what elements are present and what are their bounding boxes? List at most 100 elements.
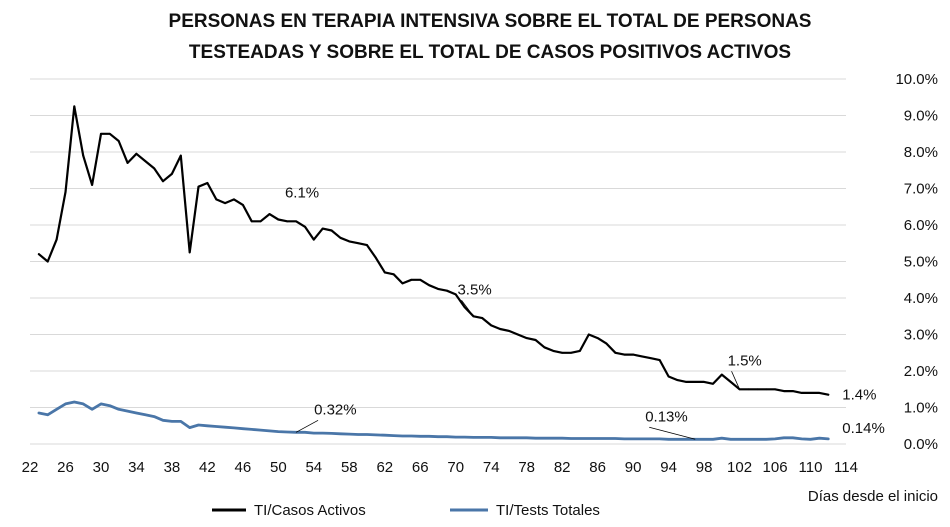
point-casos-activos xyxy=(82,154,85,157)
point-tests-totales xyxy=(614,437,617,440)
x-tick-label: 62 xyxy=(376,459,393,476)
point-casos-activos xyxy=(215,198,218,201)
point-casos-activos xyxy=(454,293,457,296)
x-tick-label: 78 xyxy=(518,459,535,476)
point-tests-totales xyxy=(312,432,315,434)
point-casos-activos xyxy=(774,388,776,391)
point-casos-activos xyxy=(827,393,830,396)
point-casos-activos xyxy=(437,287,439,290)
point-casos-activos xyxy=(579,350,581,352)
data-label: 0.14% xyxy=(842,420,885,437)
point-tests-totales xyxy=(304,431,306,434)
data-label: 1.4% xyxy=(842,387,876,404)
point-casos-activos xyxy=(428,284,431,287)
chart-title-line1: PERSONAS EN TERAPIA INTENSIVA SOBRE EL T… xyxy=(169,11,812,32)
point-casos-activos xyxy=(508,329,510,332)
annotation-leader xyxy=(295,419,319,433)
gridlines xyxy=(30,78,846,445)
point-tests-totales xyxy=(383,434,386,437)
point-casos-activos xyxy=(339,236,342,239)
point-casos-activos xyxy=(561,351,564,354)
point-casos-activos xyxy=(37,253,40,256)
point-tests-totales xyxy=(490,436,493,439)
y-tick-label: 3.0% xyxy=(904,327,938,344)
point-casos-activos xyxy=(135,152,138,155)
point-tests-totales xyxy=(587,437,590,440)
point-casos-activos xyxy=(162,180,164,183)
point-tests-totales xyxy=(561,437,564,440)
point-tests-totales xyxy=(55,408,58,411)
point-tests-totales xyxy=(108,404,111,407)
point-tests-totales xyxy=(712,438,714,441)
point-tests-totales xyxy=(729,438,732,441)
point-casos-activos xyxy=(676,379,679,382)
point-casos-activos xyxy=(295,220,297,223)
point-casos-activos xyxy=(366,244,368,246)
y-tick-label: 10.0% xyxy=(895,71,938,88)
x-tick-label: 102 xyxy=(727,459,752,476)
point-casos-activos xyxy=(623,353,626,356)
point-casos-activos xyxy=(108,132,111,135)
point-tests-totales xyxy=(375,433,377,436)
point-casos-activos xyxy=(55,238,58,241)
point-tests-totales xyxy=(791,436,794,439)
point-casos-activos xyxy=(304,225,306,228)
x-tick-label: 98 xyxy=(696,459,713,476)
point-tests-totales xyxy=(215,425,218,428)
point-tests-totales xyxy=(144,413,147,416)
x-tick-label: 50 xyxy=(270,459,287,476)
point-tests-totales xyxy=(357,433,360,436)
point-tests-totales xyxy=(428,435,431,438)
point-casos-activos xyxy=(321,227,324,230)
x-tick-label: 46 xyxy=(235,459,252,476)
x-tick-label: 66 xyxy=(412,459,429,476)
point-tests-totales xyxy=(321,432,324,434)
point-casos-activos xyxy=(570,351,572,354)
point-casos-activos xyxy=(73,105,76,108)
point-casos-activos xyxy=(286,220,289,223)
y-tick-label: 5.0% xyxy=(904,254,938,271)
point-casos-activos xyxy=(552,350,555,352)
point-tests-totales xyxy=(720,437,723,440)
point-casos-activos xyxy=(392,273,395,276)
point-tests-totales xyxy=(366,433,368,436)
x-tick-label: 86 xyxy=(589,459,606,476)
annotation-leader xyxy=(461,300,474,317)
point-tests-totales xyxy=(570,437,572,440)
point-tests-totales xyxy=(649,437,652,440)
point-casos-activos xyxy=(375,256,377,259)
point-casos-activos xyxy=(632,353,635,356)
x-tick-label: 34 xyxy=(128,459,145,476)
point-tests-totales xyxy=(197,424,200,426)
point-casos-activos xyxy=(800,392,803,394)
point-tests-totales xyxy=(135,412,138,414)
point-casos-activos xyxy=(277,218,280,221)
point-tests-totales xyxy=(37,412,40,414)
point-tests-totales xyxy=(348,433,351,436)
point-tests-totales xyxy=(277,430,280,433)
chart-title-line2: TESTEADAS Y SOBRE EL TOTAL DE CASOS POSI… xyxy=(189,42,791,63)
point-casos-activos xyxy=(720,373,723,376)
point-tests-totales xyxy=(605,437,608,440)
point-casos-activos xyxy=(241,204,244,206)
point-tests-totales xyxy=(179,420,182,423)
point-casos-activos xyxy=(765,388,768,391)
point-tests-totales xyxy=(259,429,262,432)
x-tick-label: 90 xyxy=(625,459,642,476)
point-casos-activos xyxy=(685,381,688,383)
point-tests-totales xyxy=(268,429,271,432)
point-casos-activos xyxy=(250,220,253,223)
point-tests-totales xyxy=(552,437,555,440)
point-tests-totales xyxy=(667,438,670,441)
point-tests-totales xyxy=(224,426,227,429)
point-casos-activos xyxy=(641,355,643,358)
point-casos-activos xyxy=(490,324,493,327)
x-tick-label: 30 xyxy=(93,459,110,476)
series-points xyxy=(37,105,830,441)
data-label: 0.13% xyxy=(645,408,688,425)
x-tick-label: 26 xyxy=(57,459,74,476)
data-label: 6.1% xyxy=(285,184,319,201)
data-label: 3.5% xyxy=(457,281,491,298)
point-tests-totales xyxy=(800,437,803,440)
point-tests-totales xyxy=(437,435,439,438)
